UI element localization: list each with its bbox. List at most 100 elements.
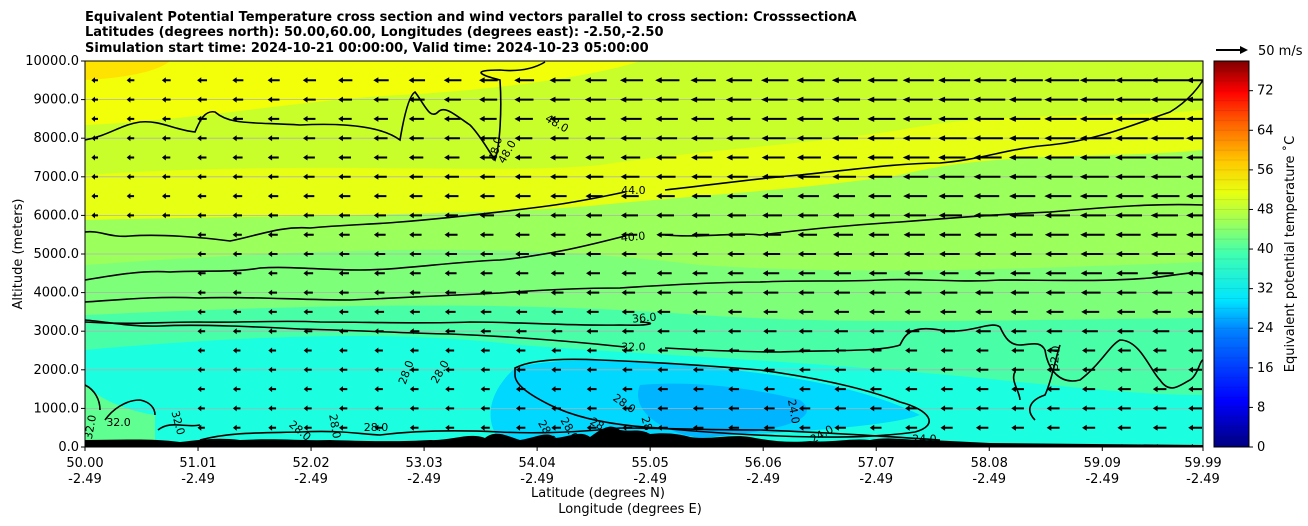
colorbar-tick-label: 8 xyxy=(1257,400,1265,415)
wind-arrow xyxy=(1010,328,1027,335)
colorbar-tick-label: 72 xyxy=(1257,84,1274,99)
wind-arrow xyxy=(91,173,98,180)
wind-arrow xyxy=(1186,212,1203,219)
wind-arrow xyxy=(126,115,135,122)
wind-arrow xyxy=(834,386,846,393)
wind-arrow xyxy=(1044,135,1076,142)
wind-arrow xyxy=(1009,251,1032,257)
wind-arrow xyxy=(550,289,564,296)
wind-arrow xyxy=(869,424,882,431)
wind-arrow xyxy=(480,270,493,277)
wind-arrow xyxy=(303,154,315,161)
wind-arrow xyxy=(834,347,846,354)
wind-arrow xyxy=(903,193,928,200)
wind-arrow xyxy=(940,424,953,431)
wind-arrow xyxy=(1186,115,1203,122)
wind-arrow xyxy=(303,366,312,373)
wind-arrow xyxy=(620,96,643,103)
wind-arrow xyxy=(1117,347,1131,354)
wind-arrow xyxy=(374,386,383,393)
wind-arrow xyxy=(409,328,420,335)
wind-arrow xyxy=(833,270,851,277)
wind-arrow xyxy=(303,193,315,200)
wind-arrow xyxy=(1150,212,1178,219)
wind-arrow xyxy=(974,251,996,257)
wind-arrow xyxy=(1011,366,1024,373)
wind-arrow xyxy=(268,347,277,354)
wind-arrow xyxy=(1046,444,1060,447)
wind-arrow xyxy=(444,173,459,180)
wind-arrow xyxy=(445,386,455,393)
wind-arrow xyxy=(1116,308,1135,315)
wind-arrow xyxy=(126,173,135,180)
wind-arrow xyxy=(868,231,889,238)
wind-arrow xyxy=(834,424,846,431)
wind-arrow xyxy=(515,366,526,373)
colorbar-tick-label: 16 xyxy=(1257,361,1274,376)
wind-arrow xyxy=(1079,154,1111,161)
wind-arrow xyxy=(868,212,890,219)
wind-arrow xyxy=(1150,135,1184,142)
wind-arrow xyxy=(622,405,633,412)
wind-arrow xyxy=(869,405,882,412)
wind-arrow xyxy=(480,328,491,335)
wind-arrow xyxy=(409,231,422,238)
wind-arrow xyxy=(727,270,744,277)
wind-arrow xyxy=(373,115,388,122)
wind-arrow xyxy=(939,251,960,257)
wind-arrow xyxy=(904,289,922,296)
wind-arrow xyxy=(1152,347,1167,354)
x-tick-label-lat: 52.02 xyxy=(292,456,329,471)
wind-arrow xyxy=(586,308,599,315)
wind-arrow xyxy=(728,386,740,393)
wind-arrow xyxy=(763,328,777,335)
wind-arrow xyxy=(1009,231,1033,238)
wind-arrow xyxy=(833,308,849,315)
wind-arrow xyxy=(763,444,775,447)
y-tick-label: 10000.0 xyxy=(25,54,79,69)
wind-arrow xyxy=(232,405,241,412)
wind-arrow xyxy=(1115,212,1142,219)
wind-arrow xyxy=(868,289,886,296)
contour-label: 28.0 xyxy=(326,413,343,439)
colorbar-frame xyxy=(1213,60,1250,448)
wind-arrow xyxy=(303,424,312,431)
wind-arrow xyxy=(302,115,316,122)
wind-arrow xyxy=(1115,77,1152,84)
wind-arrow xyxy=(725,115,751,122)
contour-36-line xyxy=(85,272,1203,303)
wind-arrow xyxy=(408,115,425,122)
wind-arrow xyxy=(338,270,349,277)
wind-arrow xyxy=(1187,289,1203,296)
wind-arrow xyxy=(973,115,1005,122)
wind-arrow xyxy=(761,173,784,180)
wind-arrow xyxy=(692,444,704,447)
wind-arrow xyxy=(445,444,455,447)
wind-arrow xyxy=(373,231,386,238)
wind-arrow xyxy=(796,77,825,84)
wind-arrow xyxy=(445,424,455,431)
wind-arrow xyxy=(267,115,280,122)
wind-arrow xyxy=(232,96,244,103)
x-tick-label-lon: -2.49 xyxy=(1085,472,1119,487)
wind-arrow xyxy=(867,77,898,84)
wind-arrow xyxy=(408,96,425,103)
wind-arrow xyxy=(691,173,712,180)
x-tick-label-lat: 59.09 xyxy=(1084,456,1121,471)
wind-arrow xyxy=(161,173,171,180)
wind-arrow xyxy=(867,173,893,180)
contour-label: 32.0 xyxy=(82,414,99,440)
wind-arrow xyxy=(727,289,743,296)
wind-arrow xyxy=(268,328,277,335)
wind-arrow xyxy=(938,115,968,122)
wind-arrow xyxy=(940,328,956,335)
wind-arrow xyxy=(1009,212,1034,219)
wind-arrow xyxy=(303,289,313,296)
wind-arrow xyxy=(1044,173,1073,180)
wind-arrow xyxy=(621,270,636,277)
wind-arrow xyxy=(690,77,716,84)
wind-arrow xyxy=(1044,212,1070,219)
wind-arrow xyxy=(302,77,317,84)
colorbar-tick-label: 40 xyxy=(1257,242,1274,257)
wind-arrow xyxy=(763,386,775,393)
